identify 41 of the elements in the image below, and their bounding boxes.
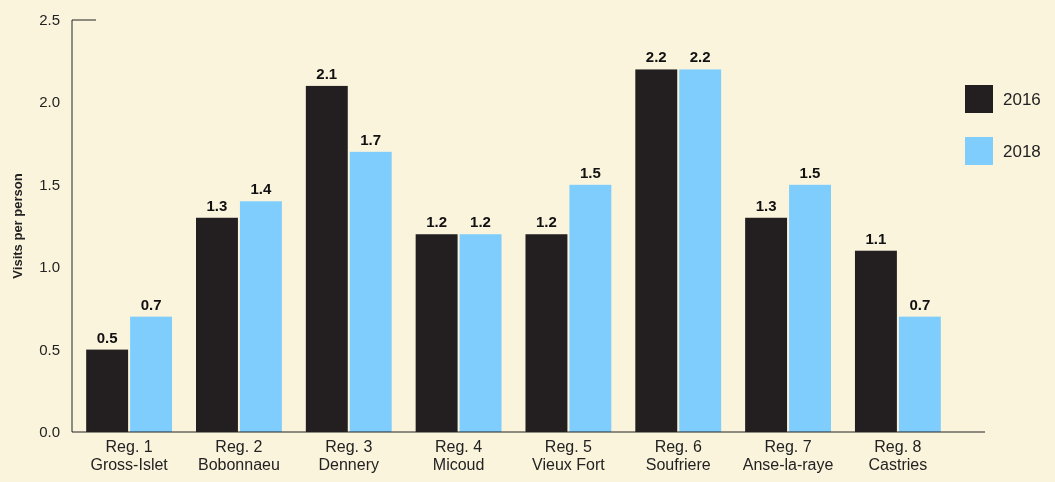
x-tick-label: Reg. 3 Dennery (318, 438, 379, 473)
bar (679, 69, 722, 432)
data-label: 1.7 (360, 130, 382, 148)
data-label: 1.2 (426, 213, 448, 231)
data-label: 1.5 (579, 163, 601, 181)
data-label: 0.7 (140, 295, 162, 313)
data-label: 1.1 (865, 229, 887, 247)
x-tick-label: Reg. 5 Vieux Fort (532, 438, 606, 473)
data-label: 2.2 (689, 48, 711, 66)
data-label: 1.4 (250, 180, 272, 198)
y-tick-label: 2.0 (39, 93, 60, 111)
data-label: 2.2 (645, 48, 667, 66)
x-tick-label: Reg. 7 Anse-la-raye (742, 438, 834, 473)
y-tick-label: 2.5 (39, 11, 60, 28)
x-tick-label: Reg. 2 Bobonnaeu (198, 438, 280, 473)
x-tick-label: Reg. 1 Gross-Islet (90, 438, 169, 473)
bar (789, 184, 831, 432)
bar (130, 316, 173, 432)
data-label: 2.1 (316, 64, 338, 82)
y-tick-label: 0.0 (39, 423, 60, 440)
data-label: 1.2 (470, 213, 491, 231)
data-label: 1.3 (206, 196, 228, 214)
x-tick-label: Reg. 8 Castries (868, 438, 928, 473)
bar (569, 184, 612, 432)
bar (898, 316, 941, 432)
data-label: 1.3 (755, 196, 777, 214)
legend-label: 2018 (1003, 142, 1041, 161)
legend-label: 2016 (1003, 90, 1041, 109)
bar (459, 234, 502, 432)
data-label: 1.5 (799, 163, 821, 181)
y-tick-label: 0.5 (39, 340, 60, 358)
y-tick-label: 1.5 (39, 175, 60, 193)
x-tick-label: Reg. 6 Soufriere (645, 438, 711, 473)
x-tick-label: Reg. 4 Micoud (432, 438, 485, 473)
bar (239, 201, 282, 432)
data-label: 0.5 (96, 328, 118, 346)
bar (349, 151, 392, 432)
y-tick-label: 1.0 (39, 258, 60, 276)
data-label: 1.2 (536, 213, 557, 231)
y-axis-title: Visits per person (10, 173, 25, 279)
data-label: 0.7 (909, 295, 931, 313)
